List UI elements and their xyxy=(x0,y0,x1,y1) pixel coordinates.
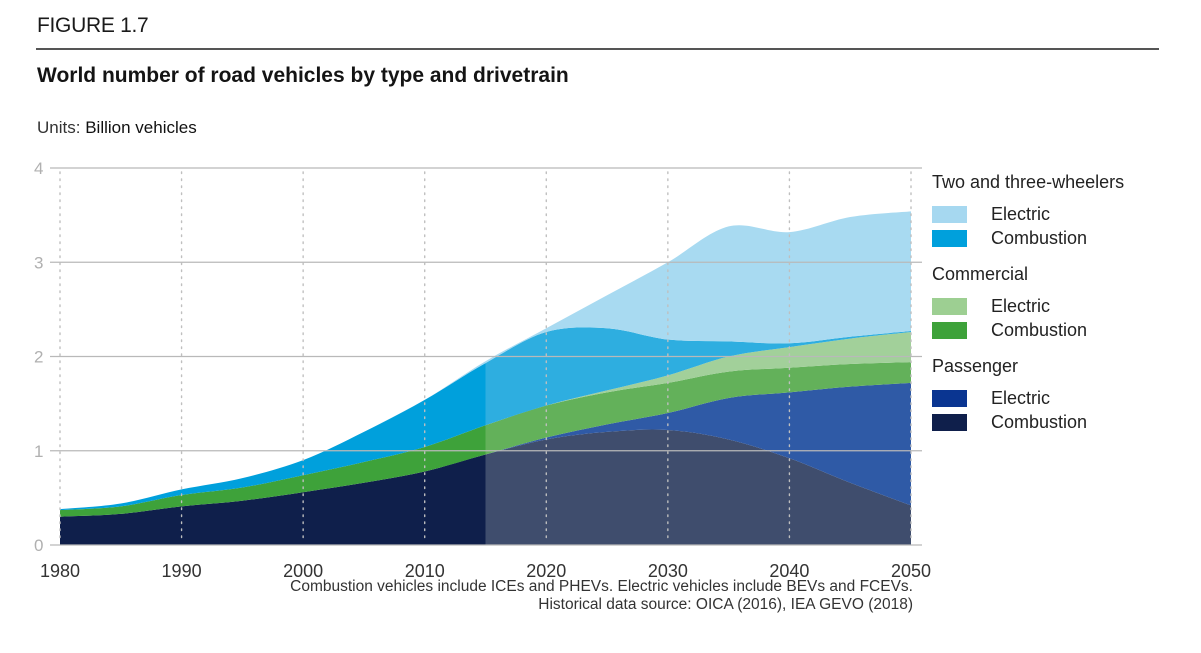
area-two-and-three-wheelers-electric-projection xyxy=(485,211,911,364)
area-passenger-combustion-historical xyxy=(60,454,486,546)
y-tick-label: 0 xyxy=(34,536,43,555)
area-layers xyxy=(60,211,911,546)
legend-swatch xyxy=(932,389,967,407)
x-tick-label: 2030 xyxy=(648,561,688,581)
y-tick-label: 1 xyxy=(34,442,43,461)
legend-label: Combustion xyxy=(991,319,1088,340)
units-value: Billion vehicles xyxy=(85,118,197,137)
legend-group-title: Two and three-wheelers xyxy=(932,172,1125,192)
grid-lines xyxy=(50,167,922,546)
x-tick-label: 2020 xyxy=(526,561,566,581)
y-tick-label: 3 xyxy=(34,253,43,272)
legend-label: Combustion xyxy=(991,227,1088,248)
area-passenger-electric-projection xyxy=(485,382,911,506)
legend-group-commercial: Commercial Electric Combustion xyxy=(932,262,1124,342)
y-tick-label: 2 xyxy=(34,348,43,367)
area-commercial-combustion-projection xyxy=(485,362,911,455)
legend-label: Combustion xyxy=(991,411,1088,432)
legend-group-title: Passenger xyxy=(932,356,1019,376)
figure-label: FIGURE 1.7 xyxy=(37,14,149,37)
x-tick-label: 1990 xyxy=(162,561,202,581)
legend-swatch xyxy=(932,297,967,315)
legend-swatch xyxy=(932,321,967,339)
legend-item-commercial-combustion: Combustion xyxy=(932,318,1124,342)
legend-group-title: Commercial xyxy=(932,264,1029,284)
legend: Two and three-wheelers Electric Combusti… xyxy=(932,170,1124,446)
axes: 0 1 2 3 4 1980 1990 2000 2010 2020 2030 2040 2050 xyxy=(34,159,931,581)
x-tick-label: 2000 xyxy=(283,561,323,581)
area-commercial-combustion-historical xyxy=(60,425,486,517)
legend-swatch xyxy=(932,229,967,247)
legend-item-passenger-combustion: Combustion xyxy=(932,410,1124,434)
chart-notes: Combustion vehicles include ICEs and PHE… xyxy=(290,578,913,614)
x-tick-label: 2050 xyxy=(891,561,931,581)
legend-swatch xyxy=(932,413,967,431)
legend-swatch xyxy=(932,205,967,223)
legend-item-commercial-electric: Electric xyxy=(932,294,1124,318)
x-tick-label: 2040 xyxy=(769,561,809,581)
area-two-and-three-wheelers-combustion-historical xyxy=(60,363,486,511)
x-tick-label: 2010 xyxy=(405,561,445,581)
x-tick-label: 1980 xyxy=(40,561,80,581)
area-commercial-electric-projection xyxy=(485,331,911,426)
area-passenger-combustion-projection xyxy=(485,429,911,546)
area-two-and-three-wheelers-combustion-projection xyxy=(485,327,911,426)
units-prefix: Units: xyxy=(37,118,81,137)
legend-label: Electric xyxy=(991,203,1051,224)
legend-label: Electric xyxy=(991,295,1051,316)
note-data-source: Historical data source: OICA (2016), IEA… xyxy=(538,596,913,613)
units-label: Units: Billion vehicles xyxy=(37,118,197,138)
legend-group-passenger: Passenger Electric Combustion xyxy=(932,354,1124,434)
y-tick-label: 4 xyxy=(34,159,43,178)
legend-item-2w-combustion: Combustion xyxy=(932,226,1124,250)
legend-group-two-three-wheelers: Two and three-wheelers Electric Combusti… xyxy=(932,170,1124,250)
chart-title: World number of road vehicles by type an… xyxy=(37,64,569,87)
legend-item-2w-electric: Electric xyxy=(932,202,1124,226)
note-drivetrain-definition: Combustion vehicles include ICEs and PHE… xyxy=(290,578,913,595)
legend-item-passenger-electric: Electric xyxy=(932,386,1124,410)
header-rule xyxy=(36,48,1159,50)
legend-label: Electric xyxy=(991,387,1051,408)
